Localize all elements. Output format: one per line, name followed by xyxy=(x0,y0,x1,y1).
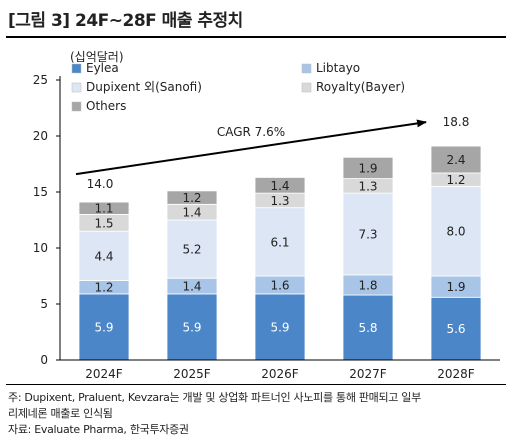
data-label: 1.2 xyxy=(94,281,113,295)
data-label: 4.4 xyxy=(94,249,113,263)
x-tick-label: 2028F xyxy=(437,367,475,381)
unit-label: (십억달러) xyxy=(70,50,124,64)
title-divider xyxy=(6,36,506,38)
data-label: 1.1 xyxy=(94,202,113,216)
data-label: 1.2 xyxy=(182,191,201,205)
data-label: 1.4 xyxy=(182,206,201,220)
y-tick-label: 25 xyxy=(33,73,48,87)
legend-swatch xyxy=(71,63,82,74)
legend-label: Eylea xyxy=(86,61,119,75)
legend-swatch xyxy=(301,82,312,93)
x-tick-label: 2027F xyxy=(349,367,387,381)
total-label: 14.0 xyxy=(87,177,114,191)
data-label: 5.2 xyxy=(182,243,201,257)
legend-swatch xyxy=(71,101,82,112)
bar-segment xyxy=(430,185,482,277)
bars-group: 5.91.24.41.51.15.91.45.21.41.25.91.66.11… xyxy=(78,145,482,361)
x-tick-label: 2025F xyxy=(173,367,211,381)
x-axis: 2024F 2025F 2026F 2027F 2028F xyxy=(60,359,500,381)
y-tick-label: 15 xyxy=(33,185,48,199)
y-tick-label: 20 xyxy=(33,129,48,143)
bar-segment xyxy=(166,190,218,205)
data-label: 6.1 xyxy=(270,235,289,249)
legend-label: Dupixent 외(Sanofi) xyxy=(86,80,202,94)
footnote-line-1: 주: Dupixent, Praluent, Kevzara는 개발 및 상업화… xyxy=(8,391,421,404)
bar-segment xyxy=(342,294,394,361)
bar-segment xyxy=(166,219,218,279)
total-label: 18.8 xyxy=(443,115,470,129)
data-label: 1.3 xyxy=(358,179,377,193)
data-label: 5.6 xyxy=(446,322,465,336)
figure-title: [그림 3] 24F~28F 매출 추정치 xyxy=(8,11,243,31)
data-label: 5.9 xyxy=(94,320,113,334)
bar-segment xyxy=(342,192,394,276)
legend-swatch xyxy=(301,63,312,74)
footer-divider xyxy=(6,384,506,385)
x-tick-label: 2024F xyxy=(85,367,123,381)
bar-segment xyxy=(78,293,130,361)
data-label: 1.9 xyxy=(446,280,465,294)
source-note: 자료: Evaluate Pharma, 한국투자증권 xyxy=(8,423,189,436)
y-tick-label: 5 xyxy=(40,297,48,311)
bar-segment xyxy=(254,177,306,194)
bar-segment xyxy=(254,207,306,277)
bar-segment xyxy=(342,156,394,179)
bar-segment xyxy=(166,293,218,361)
legend-label: Others xyxy=(86,99,126,113)
data-label: 1.4 xyxy=(270,179,289,193)
data-label: 1.3 xyxy=(270,194,289,208)
data-label: 7.3 xyxy=(358,228,377,242)
data-label: 5.9 xyxy=(182,320,201,334)
data-label: 1.4 xyxy=(182,280,201,294)
legend-swatch xyxy=(71,82,82,93)
y-tick-label: 0 xyxy=(40,353,48,367)
data-label: 1.5 xyxy=(94,216,113,230)
x-tick-label: 2026F xyxy=(261,367,299,381)
data-label: 1.2 xyxy=(446,173,465,187)
legend-label: Libtayo xyxy=(316,61,360,75)
footnote-line-2: 리제네론 매출로 인식됨 xyxy=(8,407,113,420)
data-label: 5.8 xyxy=(358,321,377,335)
legend: Eylea Libtayo Dupixent 외(Sanofi) Royalty(Ba… xyxy=(71,61,405,113)
data-label: 5.9 xyxy=(270,320,289,334)
data-label: 2.4 xyxy=(446,153,465,167)
legend-label: Royalty(Bayer) xyxy=(316,80,405,94)
stacked-bar-chart: (십억달러) Eylea Libtayo Dupixent 외(Sanofi) Roy… xyxy=(33,50,500,381)
data-label: 1.6 xyxy=(270,278,289,292)
cagr-label: CAGR 7.6% xyxy=(217,125,285,139)
data-label: 1.8 xyxy=(358,278,377,292)
cagr-arrow xyxy=(75,119,427,176)
data-label: 8.0 xyxy=(446,225,465,239)
y-tick-label: 10 xyxy=(33,241,48,255)
bar-segment xyxy=(78,201,130,215)
y-axis: 0 5 10 15 20 25 xyxy=(33,73,61,367)
annotations: 14.0 18.8 CAGR 7.6% xyxy=(75,115,470,191)
bar-segment xyxy=(254,293,306,361)
bar-segment xyxy=(430,145,482,174)
data-label: 1.9 xyxy=(358,161,377,175)
bar-segment xyxy=(430,296,482,361)
